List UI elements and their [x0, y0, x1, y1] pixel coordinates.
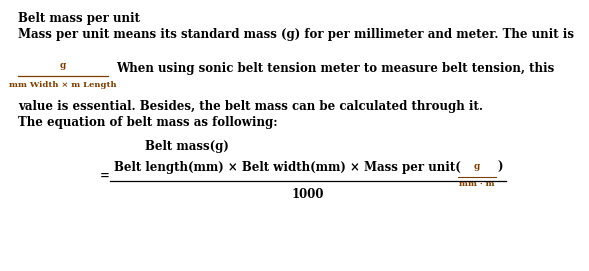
Text: Mass per unit means its standard mass (g) for per millimeter and meter. The unit: Mass per unit means its standard mass (g… — [18, 28, 574, 41]
Text: value is essential. Besides, the belt mass can be calculated through it.: value is essential. Besides, the belt ma… — [18, 100, 483, 113]
Text: mm Width × m Length: mm Width × m Length — [9, 81, 117, 89]
Text: The equation of belt mass as following:: The equation of belt mass as following: — [18, 116, 277, 129]
Text: Belt length(mm) × Belt width(mm) × Mass per unit(: Belt length(mm) × Belt width(mm) × Mass … — [114, 161, 461, 174]
Text: Belt mass(g): Belt mass(g) — [145, 140, 229, 153]
Text: =: = — [100, 169, 110, 182]
Text: g: g — [60, 61, 66, 70]
Text: mm · m: mm · m — [459, 180, 495, 188]
Text: Belt mass per unit: Belt mass per unit — [18, 12, 140, 25]
Text: ): ) — [497, 161, 502, 174]
Text: g: g — [474, 162, 480, 171]
Text: 1000: 1000 — [292, 188, 325, 201]
Text: When using sonic belt tension meter to measure belt tension, this: When using sonic belt tension meter to m… — [116, 62, 554, 75]
